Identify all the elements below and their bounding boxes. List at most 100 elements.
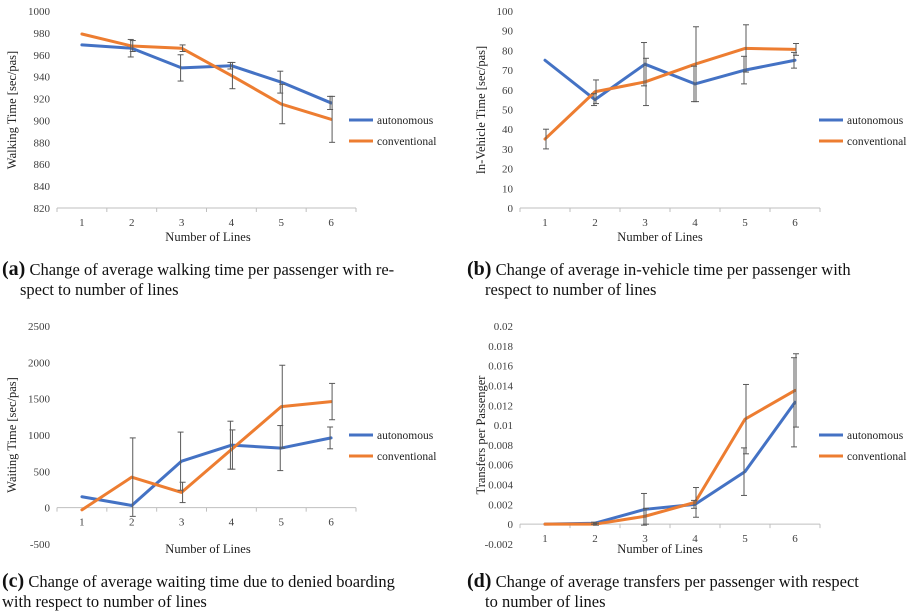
y-tick-label: 500 <box>34 466 51 478</box>
y-axis-title: In-Vehicle Time [sec/pas] <box>474 46 488 174</box>
series-line-conventional <box>80 400 333 512</box>
x-tick-label: 4 <box>229 217 235 229</box>
x-tick-label: 1 <box>542 533 548 545</box>
legend-label-conventional: conventional <box>847 451 906 463</box>
y-axis-title: Transfers per Passenger <box>474 375 488 495</box>
y-tick-label: 10 <box>502 183 514 195</box>
x-tick-label: 1 <box>79 217 85 229</box>
x-tick-label: 6 <box>792 217 798 229</box>
x-tick-label: 1 <box>79 517 85 529</box>
x-tick-label: 4 <box>229 517 235 529</box>
legend-label-autonomous: autonomous <box>377 430 434 442</box>
caption-a-line2: spect to number of lines <box>20 280 179 299</box>
legend-label-conventional: conventional <box>847 136 906 148</box>
x-tick-label: 3 <box>642 217 648 229</box>
x-axis-title: Number of Lines <box>617 230 703 244</box>
y-tick-label: 60 <box>502 85 514 97</box>
series-line-autonomous <box>80 436 333 507</box>
y-tick-label: 2000 <box>28 357 51 369</box>
chart-d: -0.002 0 0.002 0.004 0.006 0.008 0.01 0.012 0.01… <box>474 321 906 556</box>
series-line-autonomous <box>543 400 797 526</box>
x-tick-label: 3 <box>179 517 185 529</box>
caption-b-line2: respect to number of lines <box>485 280 657 299</box>
y-tick-label: 100 <box>497 6 514 18</box>
x-tick-label: 1 <box>542 217 548 229</box>
x-tick-label: 2 <box>592 533 598 545</box>
x-tick-label: 5 <box>279 217 285 229</box>
legend-label-conventional: conventional <box>377 451 436 463</box>
y-tick-label: 0.018 <box>488 341 513 353</box>
y-tick-label: 0.012 <box>488 400 513 412</box>
y-tick-label: 0.002 <box>488 499 513 511</box>
x-tick-label: 4 <box>692 217 698 229</box>
y-tick-label: 80 <box>502 45 514 57</box>
caption-b: (b) Change of average in-vehicle time pe… <box>467 259 907 300</box>
y-tick-label: 880 <box>34 137 51 149</box>
chart-a: 820 840 860 880 900 920 940 960 980 1000 1 2 3 4 5 6 Num… <box>5 6 436 244</box>
y-tick-label: 40 <box>502 124 514 136</box>
y-tick-label: 1500 <box>28 394 51 406</box>
x-tick-label: 6 <box>328 517 334 529</box>
legend-label-autonomous: autonomous <box>377 115 434 127</box>
legend-label-conventional: conventional <box>377 136 436 148</box>
x-tick-label: 6 <box>328 217 334 229</box>
x-tick-label: 6 <box>792 533 798 545</box>
caption-b-tag: (b) <box>467 258 492 280</box>
y-tick-label: 0.006 <box>488 460 513 472</box>
series-line-conventional <box>543 388 797 526</box>
series-line-autonomous <box>543 58 797 102</box>
y-tick-label: 70 <box>502 65 514 77</box>
caption-a-tag: (a) <box>2 258 26 280</box>
y-tick-label: 30 <box>502 144 514 156</box>
y-tick-label: -500 <box>30 539 51 551</box>
x-tick-label: 5 <box>742 533 748 545</box>
caption-a: (a) Change of average walking time per p… <box>2 259 442 300</box>
y-tick-label: 20 <box>502 164 514 176</box>
y-tick-label: 840 <box>34 181 51 193</box>
x-tick-label: 5 <box>279 517 285 529</box>
y-tick-label: 0 <box>45 503 51 515</box>
y-axis-title: Waiting Time [sec/pas] <box>5 377 19 493</box>
x-tick-label: 2 <box>129 217 135 229</box>
caption-c-tag: (c) <box>2 570 25 592</box>
caption-d-tag: (d) <box>467 570 492 592</box>
x-tick-label: 5 <box>742 217 748 229</box>
y-tick-label: 0.004 <box>488 480 513 492</box>
y-tick-label: 820 <box>34 203 51 215</box>
series-line-conventional <box>543 46 797 141</box>
y-tick-label: 960 <box>34 50 51 62</box>
caption-b-line1: Change of average in-vehicle time per pa… <box>495 260 851 279</box>
series-line-conventional <box>80 32 333 121</box>
y-tick-label: 0.02 <box>494 321 513 333</box>
y-tick-label: -0.002 <box>485 539 513 551</box>
caption-c-line1: Change of average waiting time due to de… <box>28 572 395 591</box>
x-axis-title: Number of Lines <box>165 230 251 244</box>
x-tick-label: 2 <box>129 517 135 529</box>
chart-c: -500 0 500 1000 1500 2000 2500 1 2 3 4 5 6 Number of … <box>5 321 436 556</box>
y-tick-label: 0.014 <box>488 380 513 392</box>
legend-label-autonomous: autonomous <box>847 115 904 127</box>
y-tick-label: 980 <box>34 28 51 40</box>
x-tick-label: 3 <box>642 533 648 545</box>
y-tick-label: 0 <box>508 519 514 531</box>
legend-label-autonomous: autonomous <box>847 430 904 442</box>
y-tick-label: 940 <box>34 72 51 84</box>
y-tick-label: 0.01 <box>494 420 513 432</box>
y-tick-label: 1000 <box>28 6 51 18</box>
caption-c-line2: with respect to number of lines <box>2 592 207 611</box>
y-tick-label: 50 <box>502 105 514 117</box>
y-tick-label: 0 <box>508 203 514 215</box>
y-tick-label: 860 <box>34 159 51 171</box>
caption-c: (c) Change of average waiting time due t… <box>2 571 442 612</box>
y-tick-label: 900 <box>34 115 51 127</box>
y-tick-label: 920 <box>34 94 51 106</box>
caption-d: (d) Change of average transfers per pass… <box>467 571 907 612</box>
y-tick-label: 90 <box>502 26 514 38</box>
y-tick-label: 2500 <box>28 321 51 333</box>
x-tick-label: 2 <box>592 217 598 229</box>
x-axis-title: Number of Lines <box>165 542 251 556</box>
caption-d-line2: to number of lines <box>485 592 606 611</box>
caption-d-line1: Change of average transfers per passenge… <box>495 572 859 591</box>
y-tick-label: 0.016 <box>488 361 513 373</box>
